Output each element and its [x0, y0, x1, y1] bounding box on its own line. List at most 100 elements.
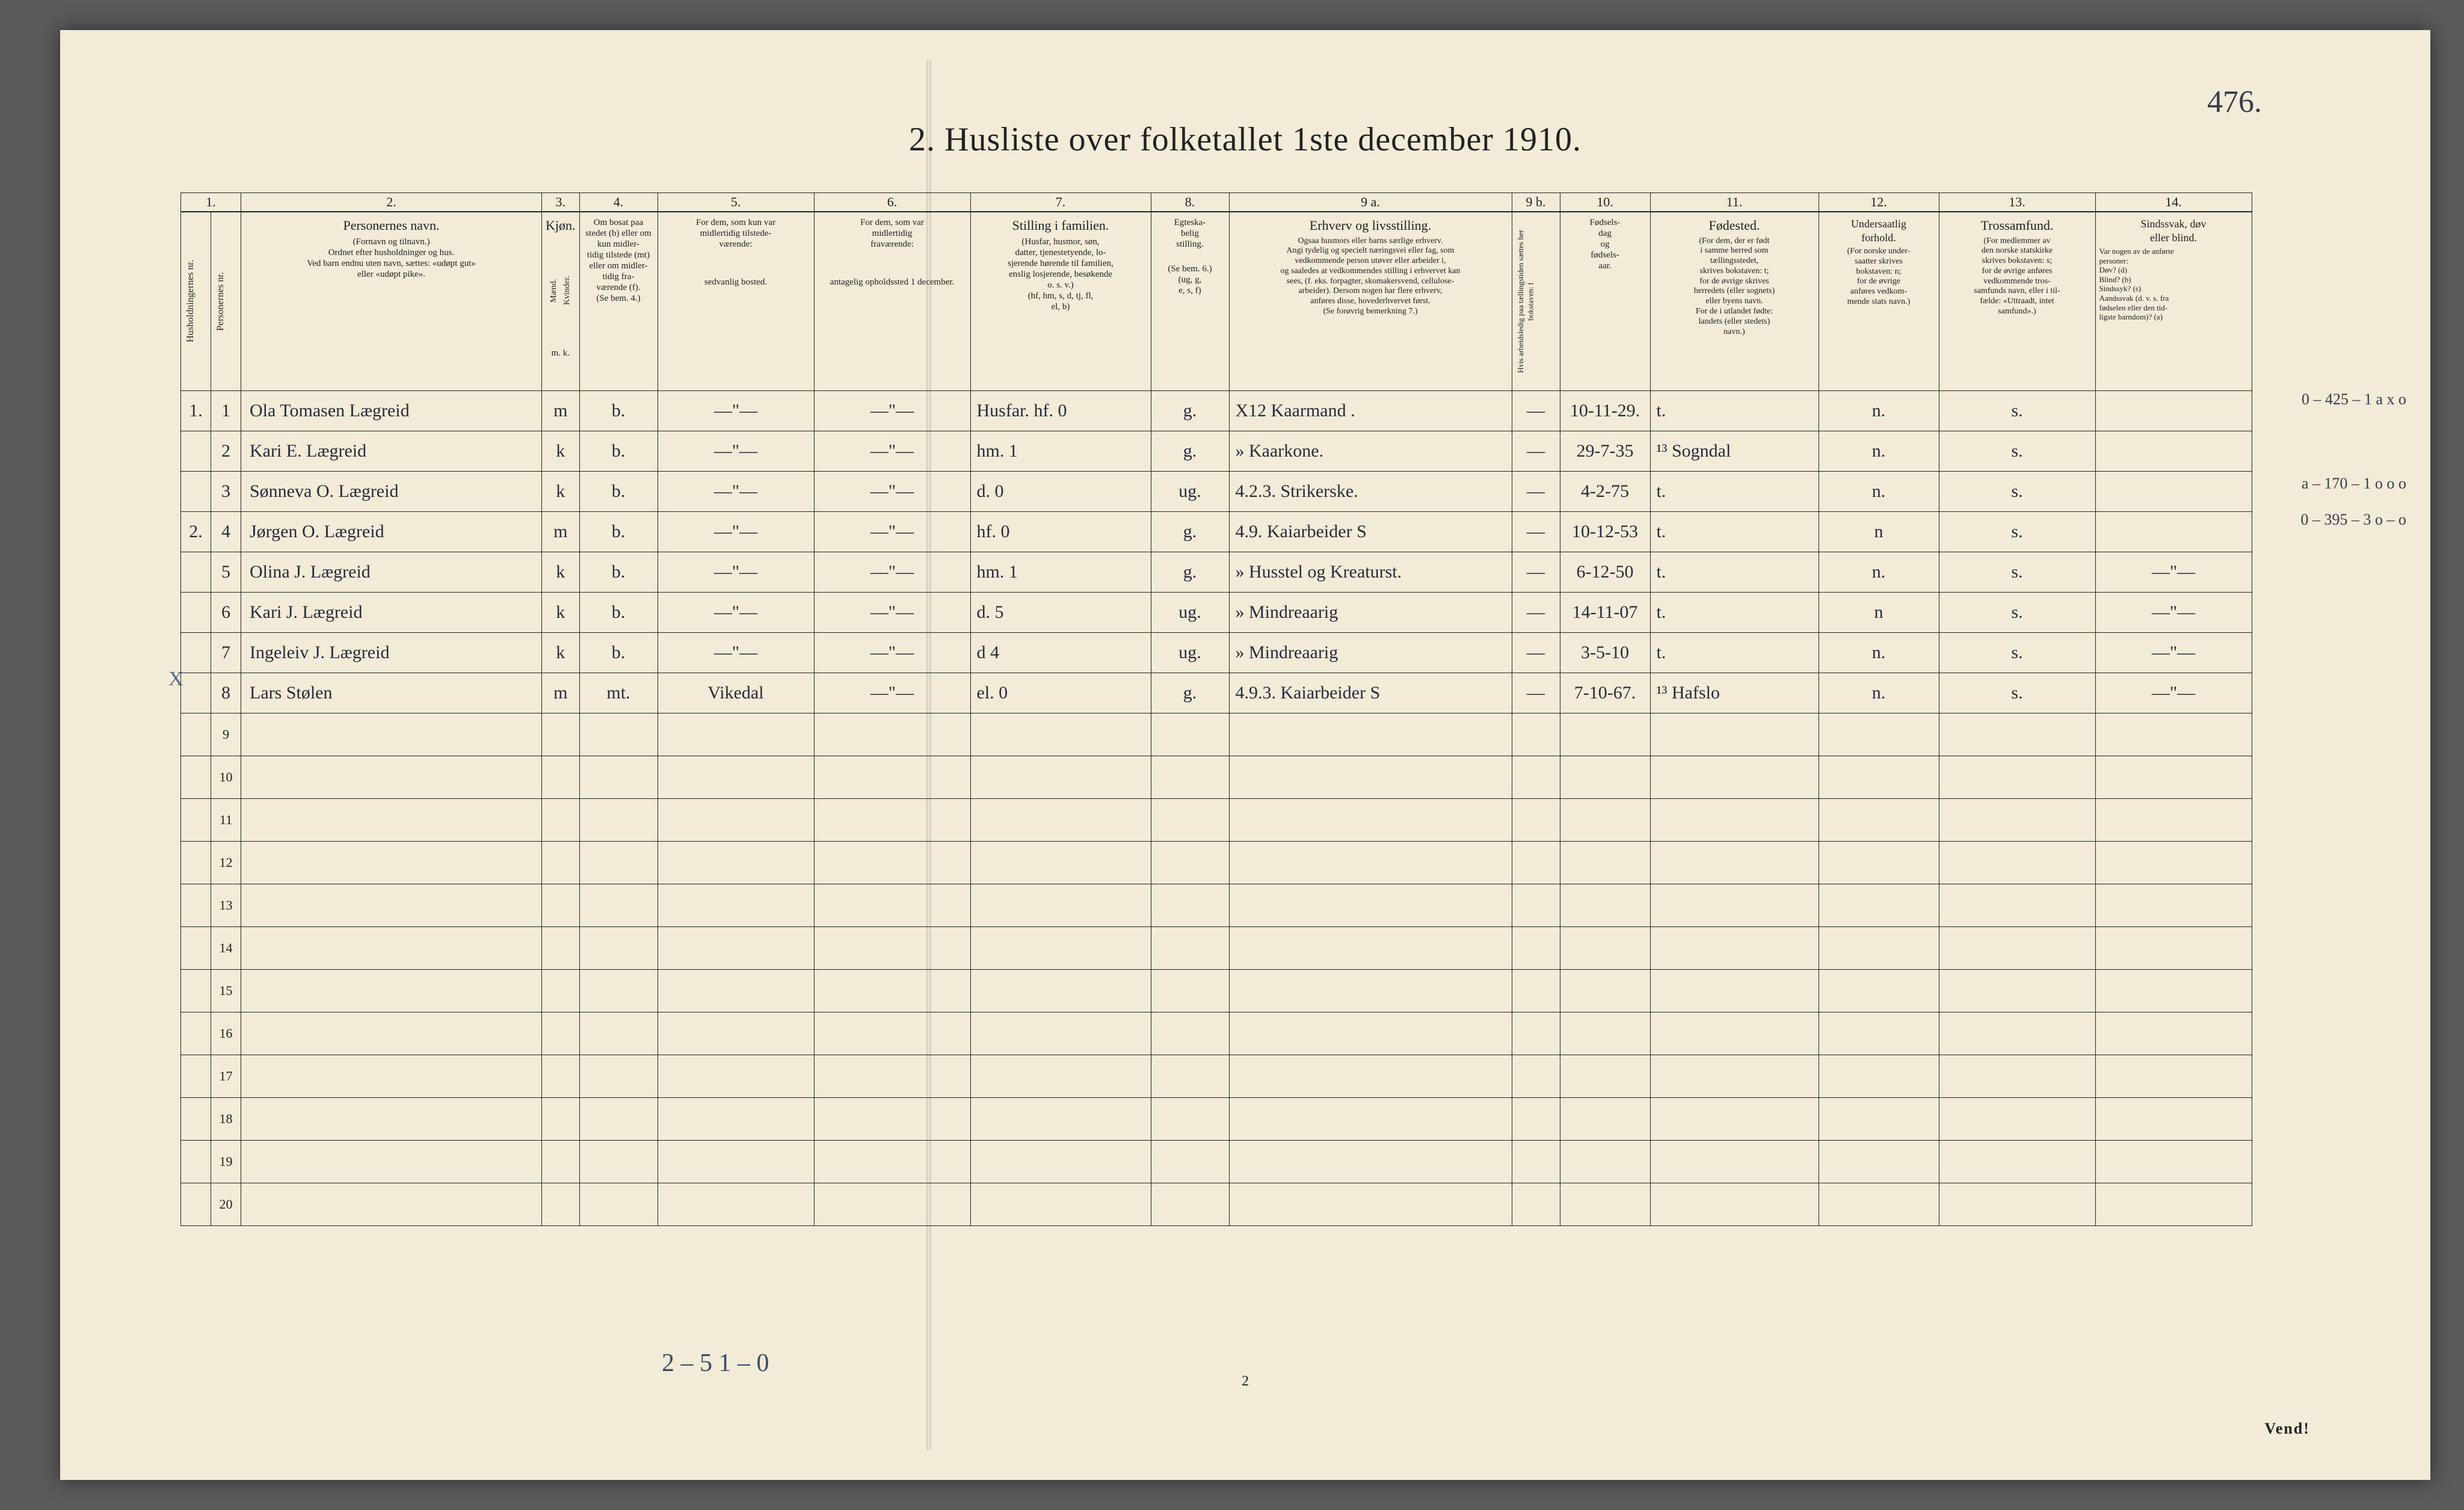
cell-und: n. — [1819, 472, 1939, 512]
cell-fod: 10-11-29. — [1560, 391, 1650, 431]
vend-label: Vend! — [2264, 1420, 2310, 1438]
cell-und: n. — [1819, 391, 1939, 431]
cell-empty — [542, 842, 580, 884]
cell-nr: 20 — [211, 1183, 241, 1226]
table-row: 19 — [181, 1141, 2252, 1183]
cell-und: n. — [1819, 673, 1939, 713]
cell-bosat: b. — [579, 512, 658, 552]
cell-empty — [1229, 713, 1512, 756]
cell-empty — [1512, 1012, 1560, 1055]
cell-empty — [2095, 970, 2252, 1012]
cell-sted: t. — [1650, 552, 1819, 593]
colnum-9b: 9 b. — [1512, 193, 1560, 212]
cell-empty — [814, 842, 970, 884]
table-row: 6Kari J. Lægreidkb.—"——"—d. 5ug.» Mindre… — [181, 593, 2252, 633]
cell-tros: s. — [1939, 472, 2095, 512]
cell-fam: d. 5 — [970, 593, 1151, 633]
cell-frav: —"— — [814, 593, 970, 633]
cell-nr: 18 — [211, 1098, 241, 1141]
cell-empty — [970, 1141, 1151, 1183]
cell-empty — [1512, 1055, 1560, 1098]
cell-fod: 10-12-53 — [1560, 512, 1650, 552]
cell-erhv: X12 Kaarmand . — [1229, 391, 1512, 431]
cell-sted: ¹³ Hafslo — [1650, 673, 1819, 713]
cell-empty — [1151, 884, 1229, 927]
hdr-sinds: Sindssvak, døv eller blind. Var nogen av… — [2095, 212, 2252, 391]
cell-name: Kari E. Lægreid — [241, 431, 542, 472]
cell-empty — [1229, 1012, 1512, 1055]
cell-empty — [241, 713, 542, 756]
cell-empty — [1939, 842, 2095, 884]
cell-hh — [181, 1012, 211, 1055]
cell-empty — [970, 1012, 1151, 1055]
paper-sheet: 476. 2. Husliste over folketallet 1ste d… — [60, 30, 2430, 1480]
cell-empty — [2095, 756, 2252, 799]
cell-hh — [181, 552, 211, 593]
cell-empty — [2095, 713, 2252, 756]
cell-empty — [1512, 756, 1560, 799]
cell-bosat: b. — [579, 431, 658, 472]
cell-kjon: m — [542, 512, 580, 552]
cell-hh — [181, 1055, 211, 1098]
cell-name: Sønneva O. Lægreid — [241, 472, 542, 512]
cell-empty — [542, 1012, 580, 1055]
cell-empty — [1151, 842, 1229, 884]
cell-tilstede: —"— — [658, 472, 814, 512]
cell-nr: 4 — [211, 512, 241, 552]
cell-empty — [814, 756, 970, 799]
cell-empty — [1819, 1055, 1939, 1098]
cell-sted: t. — [1650, 633, 1819, 673]
cell-empty — [814, 884, 970, 927]
cell-empty — [1650, 1098, 1819, 1141]
cell-empty — [1229, 1098, 1512, 1141]
cell-l: — — [1512, 593, 1560, 633]
cell-empty — [1650, 1055, 1819, 1098]
cell-kjon: k — [542, 593, 580, 633]
colnum-8: 8. — [1151, 193, 1229, 212]
table-body: 1.1Ola Tomasen Lægreidmb.—"——"—Husfar. h… — [181, 391, 2252, 1226]
cell-nr: 14 — [211, 927, 241, 970]
cell-fod: 29-7-35 — [1560, 431, 1650, 472]
cell-hh — [181, 1183, 211, 1226]
cell-empty — [1560, 1012, 1650, 1055]
cell-empty — [658, 842, 814, 884]
cell-nr: 5 — [211, 552, 241, 593]
table-row: 2.4Jørgen O. Lægreidmb.—"——"—hf. 0g.4.9.… — [181, 512, 2252, 552]
cell-bosat: b. — [579, 633, 658, 673]
cell-empty — [1229, 884, 1512, 927]
cell-nr: 19 — [211, 1141, 241, 1183]
cell-hh — [181, 472, 211, 512]
cell-empty — [1229, 799, 1512, 842]
cell-sind — [2095, 431, 2252, 472]
cell-empty — [1560, 1141, 1650, 1183]
cell-empty — [1151, 756, 1229, 799]
cell-empty — [1560, 799, 1650, 842]
table-row: 5Olina J. Lægreidkb.—"——"—hm. 1g.» Husst… — [181, 552, 2252, 593]
cell-empty — [1939, 927, 2095, 970]
table-row: 15 — [181, 970, 2252, 1012]
cell-empty — [658, 1055, 814, 1098]
cell-empty — [1650, 756, 1819, 799]
cell-egte: ug. — [1151, 593, 1229, 633]
cell-empty — [1151, 1141, 1229, 1183]
hdr-bosat: Om bosat paa stedet (b) eller om kun mid… — [579, 212, 658, 391]
document-title: 2. Husliste over folketallet 1ste decemb… — [60, 120, 2430, 159]
page-number-handwritten: 476. — [2207, 84, 2262, 120]
cell-empty — [1151, 1012, 1229, 1055]
header-row: Husholdningernes nr. Personernes nr. Per… — [181, 212, 2252, 391]
cell-empty — [1939, 1055, 2095, 1098]
cell-empty — [241, 799, 542, 842]
cell-sind: —"— — [2095, 673, 2252, 713]
cell-nr: 15 — [211, 970, 241, 1012]
cell-empty — [1229, 842, 1512, 884]
colnum-12: 12. — [1819, 193, 1939, 212]
cell-nr: 3 — [211, 472, 241, 512]
table-row: 14 — [181, 927, 2252, 970]
cell-empty — [970, 884, 1151, 927]
cell-empty — [2095, 884, 2252, 927]
cell-empty — [1560, 1183, 1650, 1226]
colnum-4: 4. — [579, 193, 658, 212]
cell-empty — [1229, 756, 1512, 799]
table-row: 7Ingeleiv J. Lægreidkb.—"——"—d 4ug.» Min… — [181, 633, 2252, 673]
cell-empty — [970, 713, 1151, 756]
